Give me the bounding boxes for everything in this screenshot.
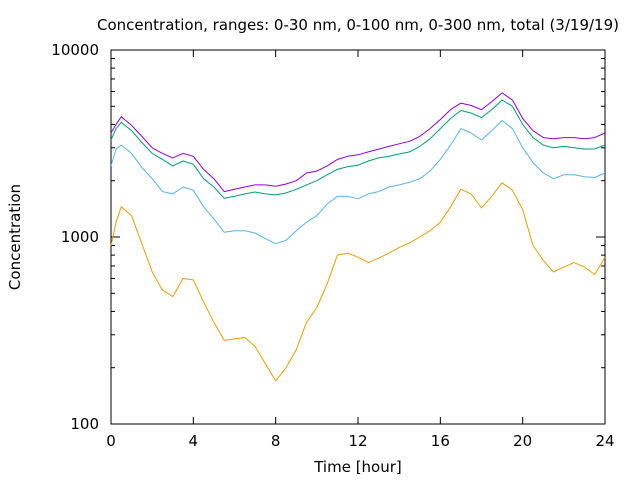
y-axis-label: Concentration xyxy=(6,184,24,290)
x-tick-label-16: 16 xyxy=(431,432,450,450)
chart-title: Concentration, ranges: 0-30 nm, 0-100 nm… xyxy=(97,16,619,34)
y-tick-label-100: 100 xyxy=(70,415,99,433)
x-tick-label-4: 4 xyxy=(189,432,199,450)
series-line-4 xyxy=(110,92,606,193)
series-line-3 xyxy=(110,99,606,199)
y-tick-label-10000: 10000 xyxy=(51,41,99,59)
series-line-1 xyxy=(110,182,606,382)
x-tick-label-12: 12 xyxy=(348,432,367,450)
y-tick-label-1000: 1000 xyxy=(61,228,99,246)
x-axis-label: Time [hour] xyxy=(313,458,402,476)
x-tick-label-0: 0 xyxy=(106,432,116,450)
series-lines xyxy=(110,92,606,382)
series-line-2 xyxy=(110,120,606,245)
axis-ticks: 0 4 8 12 16 20 24 100 1000 10000 xyxy=(51,41,614,450)
x-tick-label-20: 20 xyxy=(513,432,532,450)
x-tick-label-24: 24 xyxy=(595,432,614,450)
x-tick-label-8: 8 xyxy=(271,432,281,450)
